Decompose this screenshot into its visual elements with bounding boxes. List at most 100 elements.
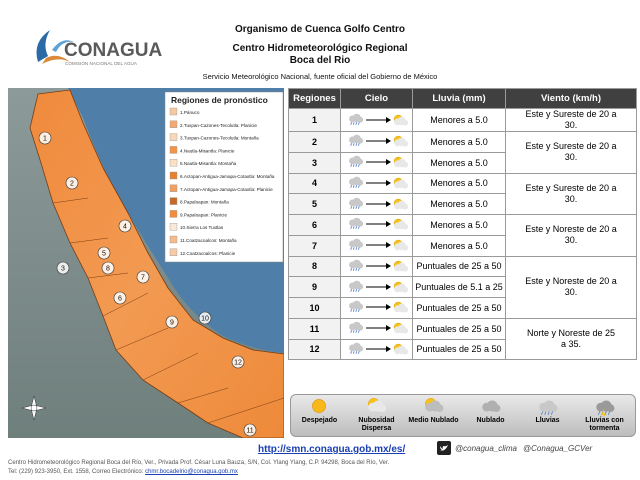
- rain: [608, 411, 610, 415]
- sky-icons: [348, 135, 408, 148]
- sky-legend-item: Lluvias: [519, 397, 576, 437]
- rain: [598, 411, 600, 415]
- table-row: 2 Menores a 5.0 Este y Sureste de 20 a 30.: [288, 131, 637, 174]
- rain: [354, 143, 357, 147]
- rain: [349, 226, 352, 230]
- compass: [21, 395, 47, 421]
- cloud: [356, 221, 363, 228]
- region-cell: 4: [288, 172, 341, 195]
- logo-text: CONAGUA: [64, 40, 162, 61]
- legend-label: 5.Nautla-Misantla: Montaña: [180, 161, 237, 166]
- cloud: [401, 119, 408, 126]
- sky-cell: [340, 131, 413, 153]
- map-borders: [52, 197, 284, 424]
- location: Boca del Rio: [289, 55, 351, 66]
- sky-icons: [348, 113, 408, 126]
- rain-cell: Puntuales de 25 a 50: [412, 317, 506, 340]
- rain: [354, 164, 357, 168]
- rain: [357, 247, 360, 251]
- cloud: [356, 116, 363, 123]
- rain: [357, 205, 360, 209]
- rain: [354, 309, 357, 313]
- table-row: 12 Puntuales de 25 a 50: [288, 338, 637, 361]
- rain: [352, 226, 355, 230]
- table-row: 8 Puntuales de 25 a 50 Este y Noreste de 2…: [288, 255, 637, 319]
- legend-label: 6.Actopan-Antigua-Jamapa-Cotaxtla: Monta…: [180, 174, 275, 179]
- column-header: Viento (km/h): [505, 88, 637, 109]
- table-row: 11 Puntuales de 25 a 50 Norte y Noreste de…: [288, 317, 637, 361]
- legend-swatch: [169, 107, 178, 116]
- rain: [544, 411, 547, 415]
- table-body: 1 Menores a 5.0 Este y Sureste de 20 a 30.…: [288, 108, 637, 361]
- rain: [357, 267, 360, 271]
- legend-label: 11.Coatzacoalcos: Montaña: [180, 238, 237, 243]
- rain: [357, 288, 360, 292]
- column-header: Lluvia (mm): [412, 88, 506, 109]
- table-row: 1 Menores a 5.0 Este y Sureste de 20 a 30.: [288, 108, 637, 132]
- legend-swatch: [169, 197, 178, 205]
- title: Organismo de Cuenca Golfo Centro: [234, 24, 406, 35]
- region-cell: 3: [288, 151, 341, 174]
- rain: [349, 309, 352, 313]
- legend-swatch: [169, 210, 178, 218]
- rain-cell: Puntuales de 25 a 50: [412, 255, 506, 278]
- logo-mark: [52, 40, 74, 52]
- sky-cell: [340, 338, 413, 361]
- region-marker: [118, 219, 132, 233]
- cloud: [401, 141, 408, 148]
- contact: Tel: (229) 923-3950, Ext. 1558, Correo E…: [8, 469, 238, 475]
- sky-legend: Despejado Nubosidad Dispersa Medio Nublado…: [290, 394, 636, 437]
- rain-cell: Puntuales de 5.1 a 25: [412, 276, 506, 298]
- cloud: [356, 304, 363, 311]
- sky-legend-icon: [482, 400, 501, 413]
- region-marker: [198, 311, 212, 325]
- rain: [354, 288, 357, 292]
- rain: [349, 121, 352, 125]
- rain-cell: Puntuales de 25 a 50: [412, 297, 506, 319]
- region-marker: [243, 423, 257, 437]
- region-cell: 11: [288, 317, 341, 340]
- rain: [352, 205, 355, 209]
- sky-icons: [348, 218, 408, 231]
- sky-icons: [348, 176, 408, 189]
- legend-label: 9.Papaloapan: Planicie: [180, 212, 227, 217]
- source: Servicio Meteorológico Nacional, fuente …: [202, 72, 438, 81]
- rain: [357, 184, 360, 188]
- legend-label: 10.Sierra Los Tuxtlas: [180, 225, 224, 230]
- cloud: [401, 244, 408, 251]
- sky-cell: [340, 193, 413, 215]
- sky-legend-label: Nublado: [476, 417, 505, 424]
- rain-cell: Menores a 5.0: [412, 193, 506, 215]
- cloud: [401, 348, 408, 355]
- forecast-table: Regiones Cielo Lluvia (mm) Viento (km/h)…: [288, 88, 637, 361]
- column-header: Cielo: [340, 88, 413, 109]
- cloud: [492, 404, 501, 413]
- cloud: [401, 224, 408, 231]
- region-cell: 10: [288, 297, 341, 319]
- rain: [352, 288, 355, 292]
- sun: [312, 399, 326, 413]
- region-number: 12: [234, 360, 242, 367]
- email-link[interactable]: chmr.bocadelrio@conagua.gob.mx: [145, 469, 238, 475]
- address: Centro Hidrometeorológico Regional Boca …: [8, 460, 390, 466]
- sky-legend-item: Nublado: [462, 397, 519, 437]
- rain-cell: Menores a 5.0: [412, 172, 506, 195]
- legend-swatch: [169, 171, 178, 180]
- legend-swatch: [169, 120, 178, 128]
- legend-label: 2.Tuxpan-Cazones-Tecolutla: Planicie: [180, 123, 257, 128]
- sky-cell: [340, 317, 413, 340]
- sky-legend-label: Despejado: [301, 417, 338, 424]
- rain: [354, 350, 357, 354]
- cloud: [435, 404, 444, 413]
- logo-mark: [42, 55, 70, 64]
- table-row: 7 Menores a 5.0: [288, 234, 637, 257]
- compass-rose: [21, 395, 47, 421]
- cloud: [606, 404, 615, 413]
- sky-cell: [340, 172, 413, 195]
- table-row: 9 Puntuales de 5.1 a 25: [288, 276, 637, 298]
- arrow-head: [385, 200, 391, 207]
- wind-cell: Este y Noreste de 20 a 30.: [505, 255, 637, 319]
- cloud: [401, 182, 408, 189]
- sky-legend-label: Medio Nublado: [408, 417, 459, 424]
- website-link[interactable]: http://smn.conagua.gob.mx/es/: [258, 444, 406, 455]
